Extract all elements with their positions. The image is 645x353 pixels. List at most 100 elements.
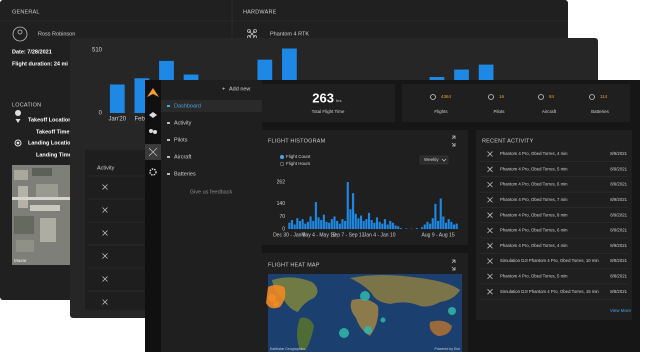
bar — [391, 222, 394, 229]
activity-text[interactable]: Phantom 4 Pro, Obed Torres, 6 min — [500, 182, 568, 187]
menu-active[interactable] — [161, 100, 262, 112]
bar — [434, 203, 437, 229]
bar — [375, 217, 379, 229]
y-tick-label: 510 — [92, 47, 103, 53]
add-new[interactable]: Add new — [229, 86, 250, 92]
stat-value: 4364 — [441, 94, 452, 99]
activity-text[interactable]: Phantom 4 Pro, Obed Torres, 5 min — [500, 166, 568, 171]
activity-text[interactable]: Phantom 4 Pro, Obed Torres, 8 min — [500, 212, 568, 217]
pin-icon — [15, 109, 22, 123]
drone-icon — [102, 184, 108, 190]
activity-date: 8/8/2021 — [610, 289, 627, 294]
menu-item[interactable]: Dashboard — [174, 103, 201, 109]
stat-icon — [589, 94, 595, 100]
activity-text[interactable]: Phantom 4 Pro, Obed Torres, 4 min — [500, 243, 568, 248]
radio-icon — [14, 139, 22, 147]
view-more[interactable]: View More — [610, 308, 632, 313]
bar — [359, 215, 363, 229]
bar — [298, 220, 302, 229]
bar — [383, 219, 387, 229]
bar — [293, 224, 296, 229]
activity-text[interactable]: Phantom 4 Pro, Obed Torres, 6 min — [500, 228, 568, 233]
activity-text[interactable]: Phantom 4 Pro, Obed Torres, 7 min — [500, 197, 568, 202]
bar — [309, 216, 312, 229]
drone-icon — [487, 273, 493, 280]
bar — [397, 226, 400, 229]
bar — [333, 216, 336, 229]
menu-dot — [167, 122, 170, 124]
bar — [320, 220, 323, 229]
radio[interactable] — [279, 154, 285, 160]
drone-icon — [247, 29, 257, 39]
bar — [452, 224, 456, 229]
drone-icon — [102, 299, 108, 305]
menu-item[interactable]: Pilots — [174, 137, 188, 143]
bar — [304, 223, 307, 229]
feedback-link[interactable]: Give us feedback — [190, 189, 233, 195]
bar — [314, 202, 317, 229]
card-title: FLIGHT HISTOGRAM — [268, 138, 326, 144]
expand-icon[interactable] — [451, 259, 456, 271]
bar — [330, 219, 333, 229]
rail-icon — [149, 129, 153, 133]
bar — [423, 224, 426, 229]
card-title: FLIGHT HEAT MAP — [268, 262, 320, 268]
landing-time: Landing Time: 7 — [36, 152, 78, 158]
menu-item[interactable]: Activity — [174, 120, 192, 126]
menu-item[interactable]: Aircraft — [174, 154, 192, 160]
bar — [437, 220, 440, 229]
period-value[interactable]: Weekly — [424, 157, 439, 162]
bar — [439, 198, 442, 229]
x-tick-label: Sep 7 - Sep 13 — [331, 232, 365, 238]
radio-label[interactable]: Flight Count — [286, 154, 311, 159]
plus-icon: + — [222, 86, 225, 92]
section-title: HARDWARE — [243, 9, 277, 15]
world-map — [266, 274, 462, 352]
bar — [306, 221, 309, 229]
period-select[interactable] — [419, 155, 449, 165]
activity-text[interactable]: Simulation DJI Phantom 4 Pro, Obed Torre… — [500, 258, 599, 263]
menu-dot — [167, 156, 170, 158]
activity-date: 8/8/2021 — [610, 258, 627, 263]
bar — [447, 219, 450, 229]
section-title: GENERAL — [12, 9, 40, 15]
expand-icon[interactable] — [451, 135, 456, 147]
bar — [378, 221, 381, 229]
drone-icon — [487, 197, 493, 203]
stat-icon — [538, 94, 544, 100]
bar — [352, 193, 355, 229]
card — [262, 84, 395, 122]
x-tick-label: Jan'20 — [109, 117, 127, 123]
logo — [147, 88, 159, 97]
menu-dot — [167, 139, 170, 141]
map-credit: Maxar — [14, 258, 27, 263]
drone-icon — [487, 258, 493, 264]
bar — [362, 220, 365, 229]
bar — [109, 84, 125, 113]
rail-icon — [149, 168, 157, 176]
activity-text[interactable]: Simulation DJI Phantom 4 Pro, Obed Torre… — [500, 289, 599, 294]
activity-text[interactable]: Phantom 4 Pro, Obed Torres, 5 min — [500, 274, 568, 279]
drone-icon — [487, 288, 493, 295]
bar — [370, 220, 373, 229]
stat-label: Flights — [434, 109, 448, 114]
section-title: LOCATION — [12, 102, 41, 108]
stat-label: Batteries — [591, 109, 610, 114]
bar — [301, 219, 304, 229]
drone-icon — [487, 181, 493, 188]
radio[interactable] — [279, 161, 285, 167]
radio-label[interactable]: Flight Hours — [286, 161, 311, 166]
bar — [322, 214, 325, 229]
chevron — [441, 158, 447, 162]
bar — [290, 220, 294, 229]
stat-value: 84 — [549, 94, 555, 99]
menu-item[interactable]: Batteries — [174, 171, 196, 177]
drone-icon — [102, 207, 108, 213]
user-icon — [12, 26, 28, 42]
user-icon — [17, 29, 23, 35]
bar — [296, 218, 299, 229]
activity-text[interactable]: Phantom 4 Pro, Obed Torres, 4 min — [500, 151, 568, 156]
total-unit: hrs — [336, 98, 342, 103]
x-tick-label: Dec 30 - Jan 5 — [273, 232, 306, 238]
